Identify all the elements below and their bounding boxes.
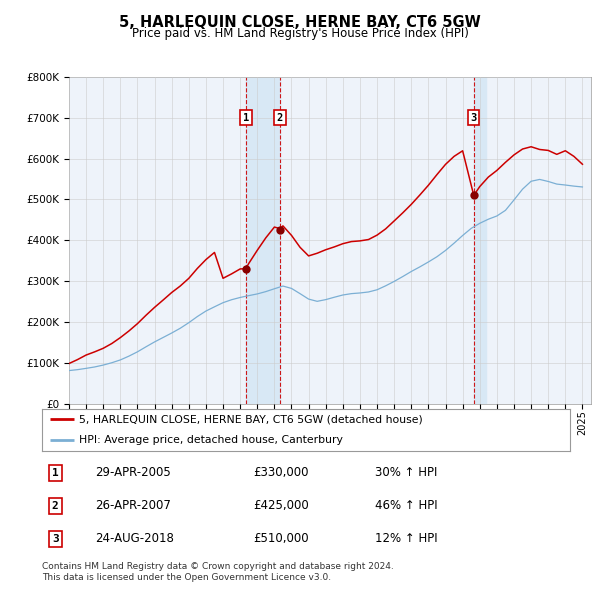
Text: 3: 3 — [470, 113, 477, 123]
Text: 12% ↑ HPI: 12% ↑ HPI — [374, 532, 437, 546]
Text: 29-APR-2005: 29-APR-2005 — [95, 466, 170, 480]
Text: Price paid vs. HM Land Registry's House Price Index (HPI): Price paid vs. HM Land Registry's House … — [131, 27, 469, 40]
Text: £510,000: £510,000 — [253, 532, 309, 546]
Text: 2: 2 — [52, 501, 59, 511]
Text: £425,000: £425,000 — [253, 499, 309, 513]
Text: 46% ↑ HPI: 46% ↑ HPI — [374, 499, 437, 513]
Text: 3: 3 — [52, 534, 59, 544]
Bar — [474, 77, 486, 404]
Text: HPI: Average price, detached house, Canterbury: HPI: Average price, detached house, Cant… — [79, 435, 343, 445]
Text: 5, HARLEQUIN CLOSE, HERNE BAY, CT6 5GW: 5, HARLEQUIN CLOSE, HERNE BAY, CT6 5GW — [119, 15, 481, 30]
Text: Contains HM Land Registry data © Crown copyright and database right 2024.
This d: Contains HM Land Registry data © Crown c… — [42, 562, 394, 582]
Text: £330,000: £330,000 — [253, 466, 309, 480]
Text: 1: 1 — [52, 468, 59, 478]
Text: 2: 2 — [277, 113, 283, 123]
Text: 1: 1 — [242, 113, 249, 123]
Text: 5, HARLEQUIN CLOSE, HERNE BAY, CT6 5GW (detached house): 5, HARLEQUIN CLOSE, HERNE BAY, CT6 5GW (… — [79, 415, 423, 424]
Text: 26-APR-2007: 26-APR-2007 — [95, 499, 170, 513]
Text: 24-AUG-2018: 24-AUG-2018 — [95, 532, 173, 546]
Bar — [246, 77, 280, 404]
Text: 30% ↑ HPI: 30% ↑ HPI — [374, 466, 437, 480]
